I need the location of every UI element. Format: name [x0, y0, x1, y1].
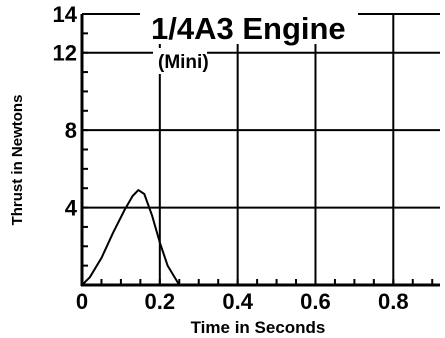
y-tick-label: 14: [53, 2, 78, 27]
tick-labels: 4 8 12 14 0 0.2 0.4 0.6 0.8: [53, 2, 409, 314]
x-tick-label: 0.2: [145, 289, 176, 314]
x-tick-label: 0.4: [222, 289, 253, 314]
y-tick-label: 8: [65, 118, 77, 143]
y-tick-label: 4: [65, 196, 78, 221]
grid-lines: [82, 13, 440, 285]
series-layer: [81, 189, 181, 286]
axes: [80, 14, 440, 287]
subtitle-backdrop: [153, 48, 207, 74]
x-axis-label: Time in Seconds: [191, 318, 326, 337]
y-axis-label: Thrust in Newtons: [9, 95, 26, 226]
x-tick-label: 0.6: [300, 289, 331, 314]
thrust-series-line: [81, 189, 181, 286]
y-tick-label: 12: [53, 41, 77, 66]
x-tick-label: 0.8: [378, 289, 409, 314]
chart-subtitle: (Mini): [158, 52, 209, 73]
minor-ticks: [82, 13, 434, 285]
title-backdrop: [140, 4, 358, 44]
x-tick-label: 0: [76, 289, 88, 314]
chart-title: 1/4A3 Engine: [151, 11, 346, 46]
